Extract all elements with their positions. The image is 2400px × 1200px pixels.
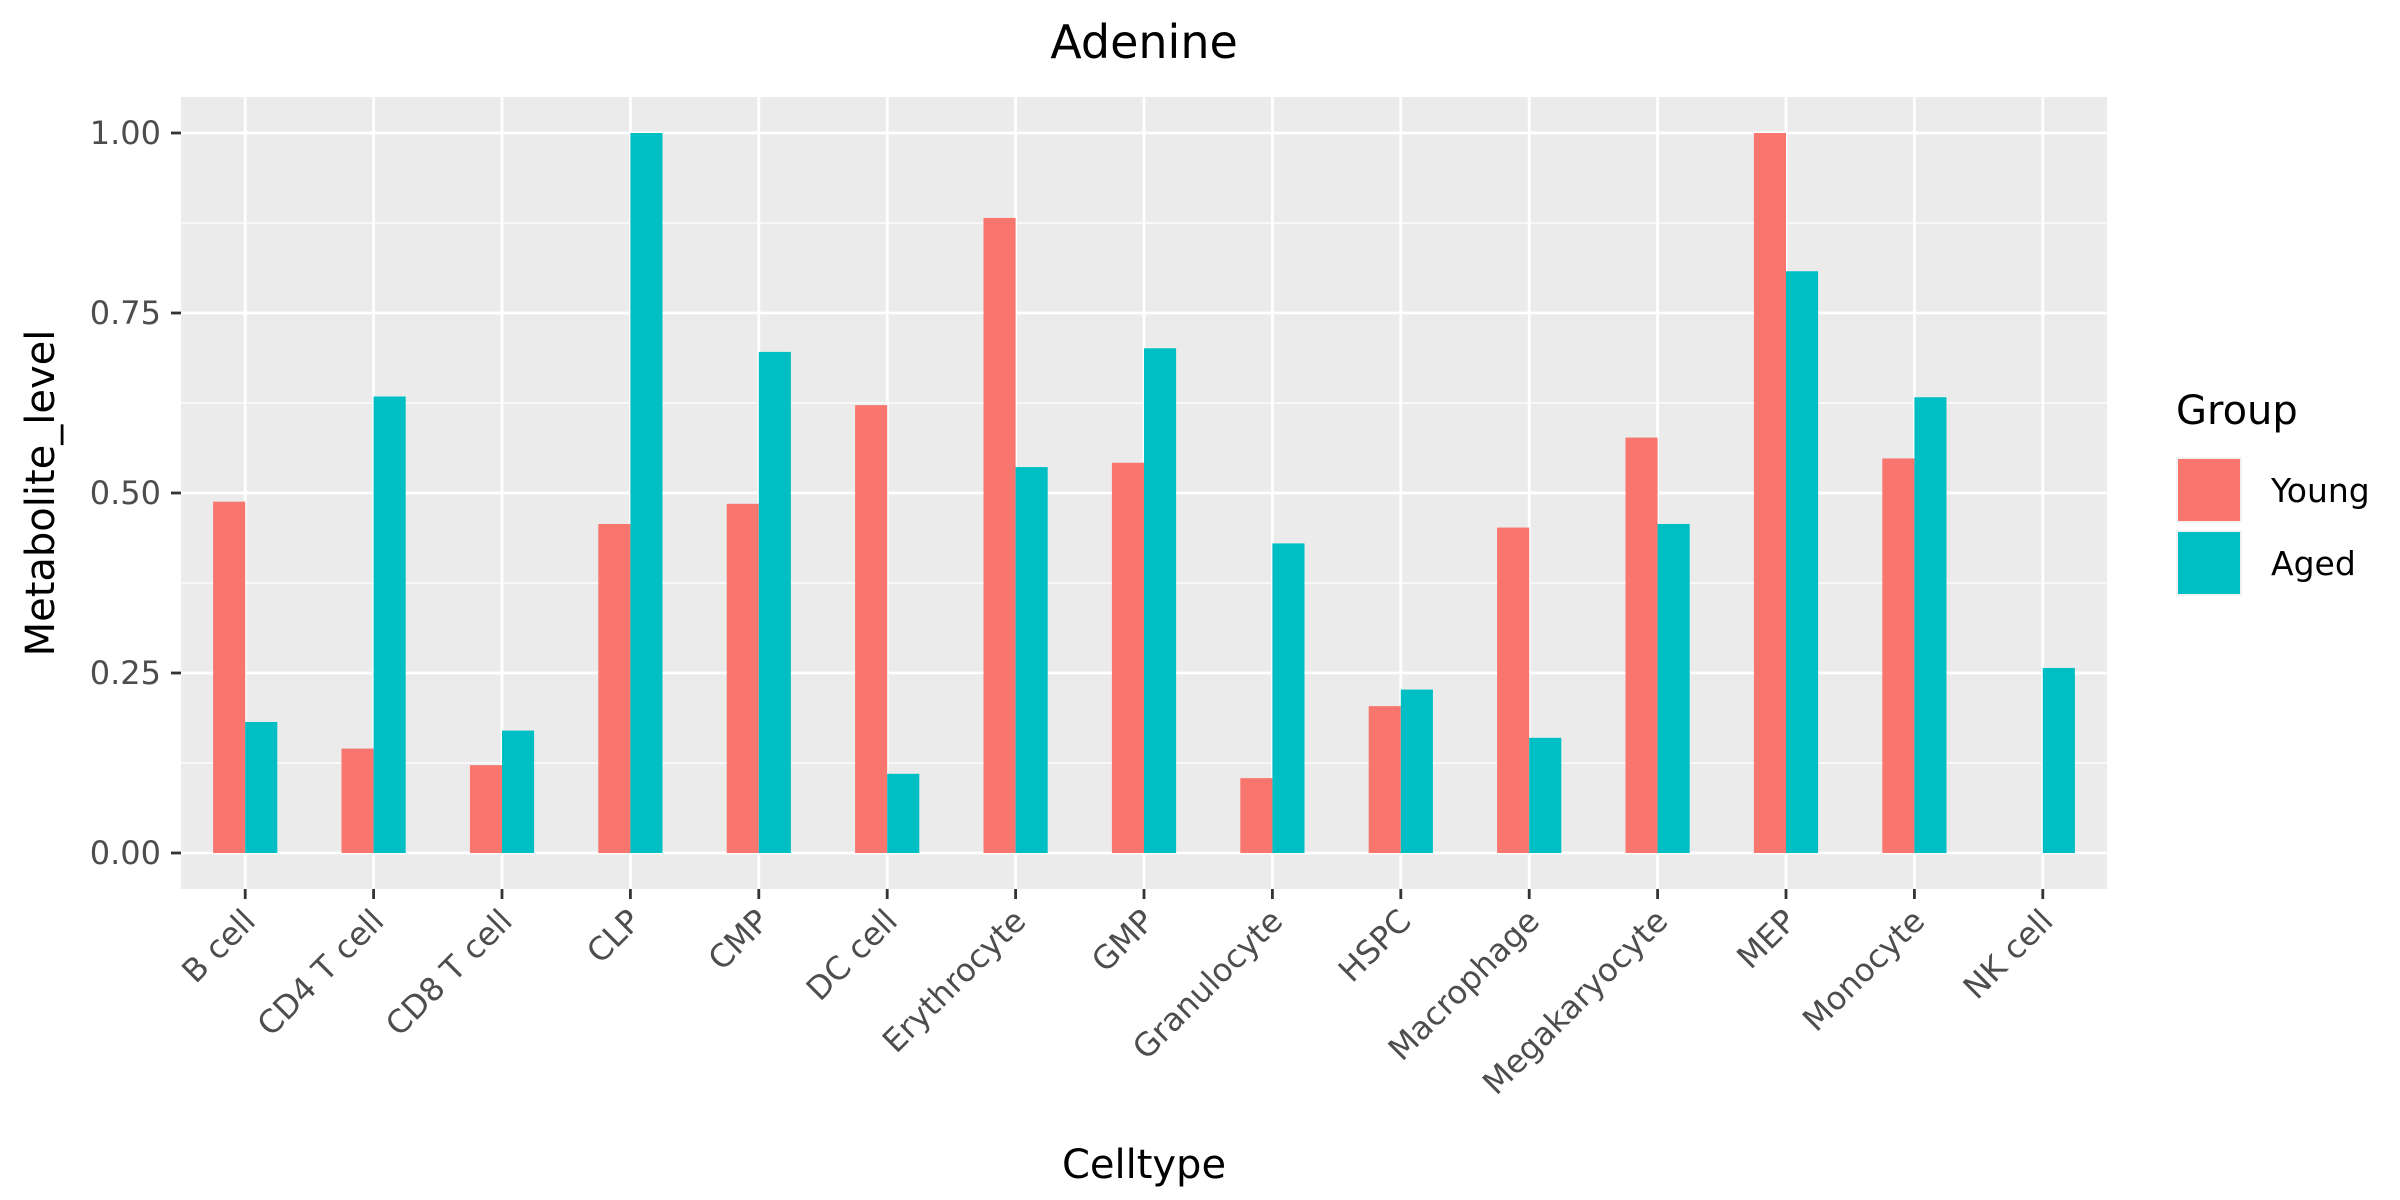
bar-aged-monocyte: [1914, 397, 1947, 853]
bar-young-cd8-t-cell: [469, 765, 502, 853]
bar-young-cd4-t-cell: [341, 748, 374, 853]
bar-aged-dc-cell: [887, 773, 920, 853]
bar-aged-hspc: [1400, 689, 1433, 853]
x-tick-label: CLP: [579, 902, 648, 971]
legend-swatch-aged: [2178, 532, 2240, 594]
y-axis-title: Metabolite_level: [18, 330, 64, 657]
bar-aged-cd4-t-cell: [373, 396, 406, 853]
x-tick-label: Monocyte: [1795, 902, 1932, 1039]
bar-young-hspc: [1368, 706, 1401, 853]
y-tick-label: 0.00: [90, 834, 161, 872]
x-tick-label: CD4 T cell: [250, 902, 392, 1044]
y-tick-label: 0.50: [90, 474, 161, 512]
bar-young-cmp: [726, 503, 759, 853]
bar-aged-granulocyte: [1272, 543, 1305, 853]
x-tick-label: CMP: [701, 902, 777, 978]
chart-title: Adenine: [1050, 15, 1238, 69]
bar-young-megakaryocyte: [1625, 437, 1658, 853]
bar-young-b-cell: [213, 501, 246, 853]
legend-title: Group: [2176, 388, 2298, 434]
bar-young-monocyte: [1882, 458, 1915, 853]
bar-aged-b-cell: [245, 721, 278, 853]
bar-young-gmp: [1111, 462, 1144, 853]
bar-aged-gmp: [1144, 348, 1177, 853]
bar-aged-macrophage: [1529, 737, 1562, 853]
y-tick-label: 1.00: [90, 114, 161, 152]
bar-aged-mep: [1786, 271, 1819, 853]
bar-young-erythrocyte: [983, 217, 1016, 853]
x-tick-label: B cell: [174, 902, 263, 991]
y-tick-label: 0.25: [90, 654, 161, 692]
legend: Group Young Aged: [2176, 388, 2370, 596]
bars: [213, 133, 2075, 853]
x-tick-label: MEP: [1729, 902, 1803, 976]
bar-aged-cmp: [758, 351, 791, 853]
bar-aged-cd8-t-cell: [502, 730, 535, 853]
x-axis-title: Celltype: [1062, 1142, 1226, 1188]
x-tick-label: CD8 T cell: [378, 902, 520, 1044]
bar-young-macrophage: [1497, 527, 1530, 853]
x-tick-label: GMP: [1084, 902, 1162, 980]
bar-aged-erythrocyte: [1015, 467, 1048, 853]
legend-label-aged: Aged: [2271, 544, 2356, 583]
bar-aged-clp: [630, 133, 663, 853]
x-tick-label: NK cell: [1956, 902, 2061, 1007]
bar-young-granulocyte: [1240, 778, 1273, 853]
y-tick-label: 0.75: [90, 294, 161, 332]
bar-aged-megakaryocyte: [1657, 523, 1690, 853]
x-tick-label: DC cell: [799, 902, 905, 1008]
bar-young-mep: [1753, 133, 1786, 853]
x-tick-label: HSPC: [1331, 902, 1419, 990]
bar-young-clp: [598, 523, 631, 853]
legend-label-young: Young: [2270, 471, 2370, 510]
bar-young-dc-cell: [855, 405, 888, 853]
legend-swatch-young: [2178, 459, 2240, 521]
bar-aged-nk-cell: [2042, 667, 2075, 853]
